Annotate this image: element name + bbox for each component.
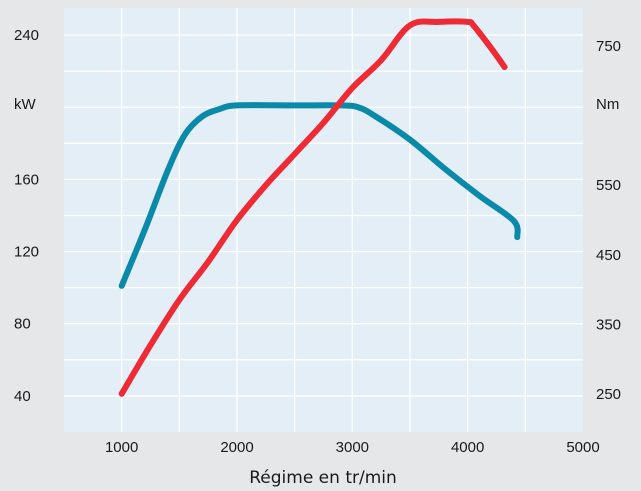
- series-layer: [118, 18, 521, 397]
- power-curve-line: [118, 102, 521, 289]
- y-right-tick-label: 450: [596, 247, 621, 264]
- x-tick-label: 2000: [220, 439, 253, 456]
- y-left-tick-label: 80: [14, 316, 31, 333]
- gridlines: [64, 8, 583, 432]
- y-left-unit-label: kW: [14, 96, 37, 113]
- y-left-tick-label: 160: [14, 171, 39, 188]
- torque-curve-line: [118, 18, 508, 397]
- y-left-tick-label: 40: [14, 388, 31, 405]
- x-tick-label: 3000: [336, 439, 369, 456]
- y-right-tick-label: 750: [596, 38, 621, 55]
- tick-labels: 1000 2000 3000 4000 5000 40 80 120 160 240 250 350 4…: [14, 27, 621, 456]
- x-tick-label: 1000: [105, 439, 138, 456]
- x-axis-title: Régime en tr/min: [249, 468, 397, 488]
- x-tick-label: 5000: [566, 439, 599, 456]
- y-left-tick-label: 120: [14, 244, 39, 261]
- x-tick-label: 4000: [451, 439, 484, 456]
- y-right-unit-label: Nm: [596, 96, 619, 113]
- y-right-tick-label: 550: [596, 177, 621, 194]
- y-right-tick-label: 350: [596, 316, 621, 333]
- y-left-tick-label: 240: [14, 27, 39, 44]
- y-right-tick-label: 250: [596, 386, 621, 403]
